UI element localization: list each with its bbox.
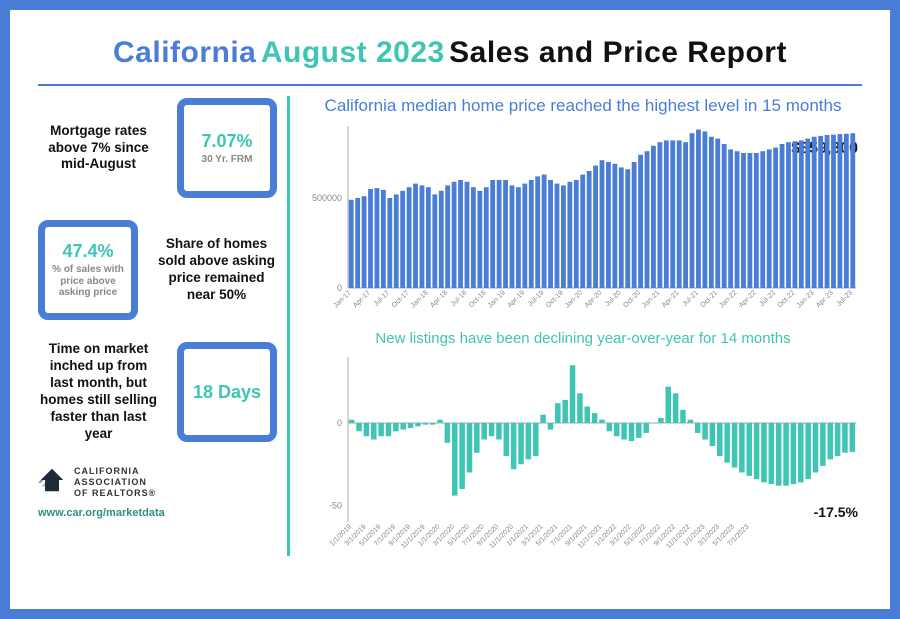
svg-text:Apr-22: Apr-22 xyxy=(738,289,758,309)
svg-text:Jan-19: Jan-19 xyxy=(487,289,507,309)
svg-text:Oct-17: Oct-17 xyxy=(391,289,411,309)
stat-value-1: 7.07% xyxy=(201,131,252,152)
org-line-2: ASSOCIATION xyxy=(74,477,156,488)
report-title: California August 2023 Sales and Price R… xyxy=(38,36,862,70)
report-frame: California August 2023 Sales and Price R… xyxy=(0,0,900,619)
svg-text:Jan-17: Jan-17 xyxy=(333,289,353,309)
car-logo: CALIFORNIA ASSOCIATION OF REALTORS® xyxy=(38,466,156,499)
content-row: Mortgage rates above 7% since mid-August… xyxy=(38,96,862,556)
median-price-chart-title: California median home price reached the… xyxy=(304,96,862,116)
stat-value-2: 47.4% xyxy=(62,241,113,262)
svg-text:Jul-22: Jul-22 xyxy=(759,289,778,308)
svg-text:Oct-21: Oct-21 xyxy=(699,289,719,309)
new-listings-chart-area: -17.5% -5001/1/20193/1/20195/1/20197/1/2… xyxy=(304,347,862,556)
stat-text-2: Share of homes sold above asking price r… xyxy=(156,236,277,304)
stat-row-3: Time on market inched up from last month… xyxy=(38,340,277,444)
median-price-chart-area: $859,800 0500000Jan-17Apr-17Jul-17Oct-17… xyxy=(304,116,862,322)
median-price-chart-block: California median home price reached the… xyxy=(304,96,862,322)
svg-text:Apr-18: Apr-18 xyxy=(429,289,449,309)
svg-text:Oct-19: Oct-19 xyxy=(545,289,565,309)
stat-row-2: 47.4% % of sales with price above asking… xyxy=(38,218,277,322)
title-divider xyxy=(38,84,862,86)
title-word-3: Sales and Price Report xyxy=(449,36,787,69)
svg-text:Apr-23: Apr-23 xyxy=(815,289,835,309)
svg-text:Jul-19: Jul-19 xyxy=(527,289,546,308)
svg-text:Jul-21: Jul-21 xyxy=(681,289,700,308)
svg-text:Apr-17: Apr-17 xyxy=(352,289,372,309)
footer-url: www.car.org/marketdata xyxy=(38,507,165,519)
stat-box-1: 7.07% 30 Yr. FRM xyxy=(177,98,277,198)
stats-column: Mortgage rates above 7% since mid-August… xyxy=(38,96,290,556)
new-listings-chart-title: New listings have been declining year-ov… xyxy=(304,330,862,347)
org-line-3: OF REALTORS® xyxy=(74,488,156,499)
svg-text:Jul-20: Jul-20 xyxy=(604,289,623,308)
title-word-2: August 2023 xyxy=(261,36,445,69)
median-price-chart: 0500000Jan-17Apr-17Jul-17Oct-17Jan-18Apr… xyxy=(304,116,862,322)
org-line-1: CALIFORNIA xyxy=(74,466,156,477)
stat-value-3: 18 Days xyxy=(193,382,261,403)
svg-text:Jan-23: Jan-23 xyxy=(796,289,816,309)
house-icon xyxy=(38,466,66,499)
svg-text:Oct-20: Oct-20 xyxy=(622,289,642,309)
stat-text-3: Time on market inched up from last month… xyxy=(38,341,159,442)
svg-text:Jan-22: Jan-22 xyxy=(718,289,738,309)
stat-sub-2: % of sales with price above asking price xyxy=(45,264,131,299)
svg-text:-50: -50 xyxy=(329,501,342,511)
title-word-1: California xyxy=(113,36,256,69)
svg-text:0: 0 xyxy=(337,418,342,428)
svg-text:Jan-21: Jan-21 xyxy=(641,289,661,309)
svg-text:Jul-17: Jul-17 xyxy=(373,289,392,308)
stat-box-2: 47.4% % of sales with price above asking… xyxy=(38,220,138,320)
svg-text:Jan-18: Jan-18 xyxy=(410,289,430,309)
svg-text:Oct-18: Oct-18 xyxy=(468,289,488,309)
svg-text:Oct-22: Oct-22 xyxy=(777,289,797,309)
car-logo-text: CALIFORNIA ASSOCIATION OF REALTORS® xyxy=(74,466,156,498)
new-listings-chart: -5001/1/20193/1/20195/1/20197/1/20199/1/… xyxy=(304,347,862,556)
stat-box-3: 18 Days xyxy=(177,342,277,442)
stat-text-1: Mortgage rates above 7% since mid-August xyxy=(38,123,159,174)
svg-text:500000: 500000 xyxy=(312,193,342,203)
svg-text:0: 0 xyxy=(337,283,342,293)
stat-row-1: Mortgage rates above 7% since mid-August… xyxy=(38,96,277,200)
svg-text:Jul-18: Jul-18 xyxy=(450,289,469,308)
new-listings-chart-block: New listings have been declining year-ov… xyxy=(304,330,862,556)
stat-sub-1: 30 Yr. FRM xyxy=(202,154,253,166)
svg-text:Apr-21: Apr-21 xyxy=(661,289,681,309)
svg-text:Jul-23: Jul-23 xyxy=(836,289,855,308)
footer: CALIFORNIA ASSOCIATION OF REALTORS® xyxy=(38,466,277,499)
svg-text:Apr-19: Apr-19 xyxy=(506,289,526,309)
svg-text:Jan-20: Jan-20 xyxy=(564,289,584,309)
svg-text:Apr-20: Apr-20 xyxy=(584,289,604,309)
charts-column: California median home price reached the… xyxy=(304,96,862,556)
